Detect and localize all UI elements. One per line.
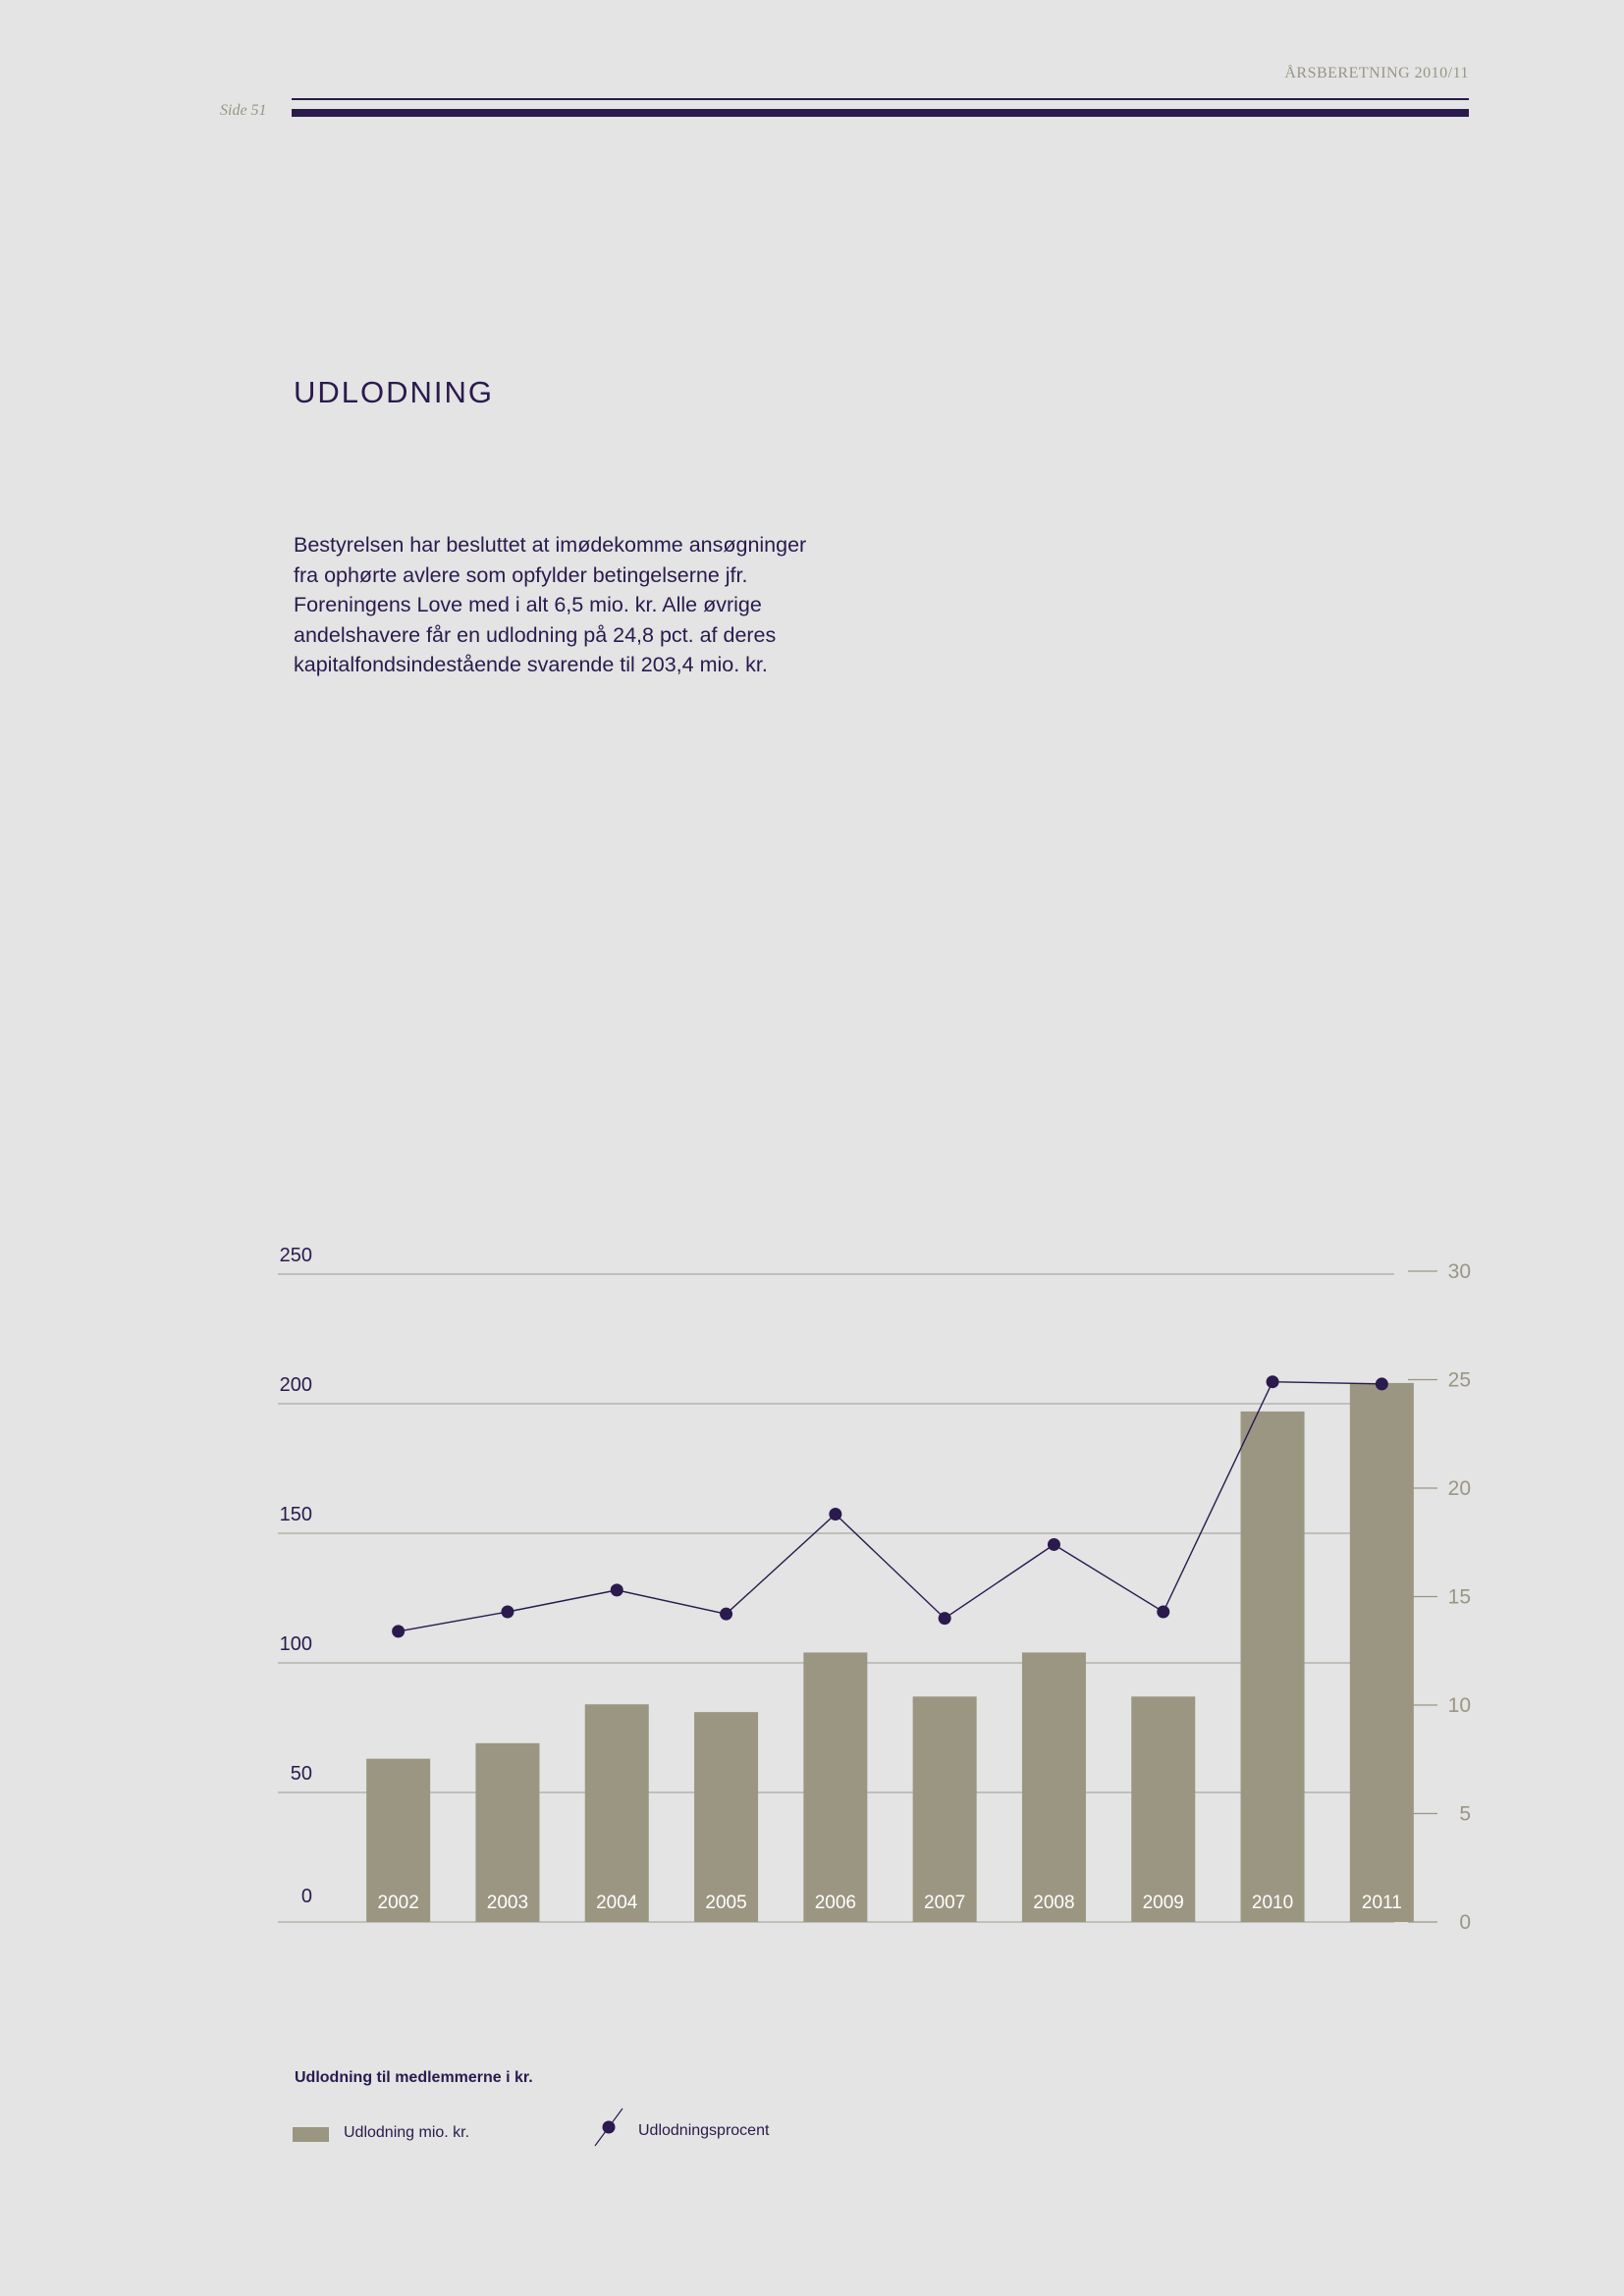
category-label: 2010: [1252, 1893, 1293, 1913]
percentage-line: [398, 1380, 1382, 1632]
bar: [1240, 1411, 1305, 1922]
left-axis-tick-label: 50: [291, 1763, 312, 1785]
right-axis-tick-label: 0: [1459, 1911, 1471, 1934]
header-rule-thick: [292, 109, 1469, 117]
category-label: 2006: [815, 1893, 856, 1913]
right-axis-tick-label: 25: [1448, 1369, 1471, 1392]
bar: [366, 1758, 431, 1922]
page-number: Side 51: [220, 102, 267, 119]
legend-bar-label: Udlodning mio. kr.: [344, 2124, 470, 2141]
header-rule-thin: [292, 98, 1469, 100]
percentage-point: [1266, 1375, 1279, 1389]
left-axis-tick-label: 0: [301, 1886, 312, 1907]
bar: [803, 1652, 868, 1922]
bar: [584, 1704, 649, 1922]
bar: [1131, 1696, 1196, 1922]
left-axis-tick-label: 250: [280, 1245, 312, 1266]
legend-bar-swatch: [293, 2127, 329, 2142]
right-axis-tick-label: 30: [1448, 1260, 1471, 1283]
category-label: 2009: [1143, 1893, 1184, 1913]
bar: [694, 1712, 759, 1922]
right-axis-tick-label: 20: [1448, 1477, 1471, 1500]
bar: [475, 1742, 540, 1922]
intro-line: kapitalfondsindestående svarende til 203…: [294, 653, 768, 676]
percentage-point: [1047, 1537, 1060, 1551]
category-label: 2003: [487, 1893, 528, 1913]
report-title: ÅRSBERETNING 2010/11: [1284, 65, 1469, 81]
legend-line-label: Udlodningsprocent: [638, 2122, 770, 2139]
left-axis-tick-label: 200: [280, 1374, 312, 1396]
right-axis-tick-label: 5: [1459, 1803, 1471, 1826]
left-axis-tick-label: 150: [280, 1504, 312, 1525]
percentage-point: [720, 1607, 733, 1621]
category-label: 2008: [1033, 1893, 1074, 1913]
left-axis-tick-label: 100: [280, 1633, 312, 1655]
right-axis-tick-label: 15: [1448, 1586, 1471, 1609]
percentage-point: [1375, 1377, 1388, 1391]
bar: [912, 1696, 977, 1922]
intro-line: Bestyrelsen har besluttet at imødekomme …: [294, 533, 807, 557]
intro-line: fra ophørte avlere som opfylder betingel…: [294, 562, 748, 587]
category-label: 2004: [596, 1893, 638, 1913]
percentage-point: [1157, 1605, 1170, 1619]
category-label: 2011: [1362, 1893, 1402, 1913]
percentage-point: [392, 1625, 406, 1638]
chart-caption: Udlodning til medlemmerne i kr.: [295, 2069, 533, 2086]
intro-paragraph: Bestyrelsen har besluttet at imødekomme …: [294, 530, 902, 680]
category-label: 2007: [924, 1893, 965, 1913]
intro-line: andelshavere får en udlodning på 24,8 pc…: [294, 622, 777, 647]
percentage-point: [938, 1612, 951, 1626]
intro-line: Foreningens Love med i alt 6,5 mio. kr. …: [294, 593, 762, 616]
bar: [1349, 1382, 1414, 1922]
section-title: UDLODNING: [294, 375, 495, 409]
legend-line-swatch: [594, 2108, 623, 2147]
bar: [1021, 1652, 1086, 1922]
category-label: 2002: [378, 1893, 419, 1913]
percentage-point: [610, 1583, 623, 1597]
percentage-point: [829, 1508, 842, 1522]
right-axis-tick-label: 10: [1448, 1694, 1471, 1717]
percentage-point: [501, 1605, 514, 1619]
category-label: 2005: [705, 1893, 746, 1913]
